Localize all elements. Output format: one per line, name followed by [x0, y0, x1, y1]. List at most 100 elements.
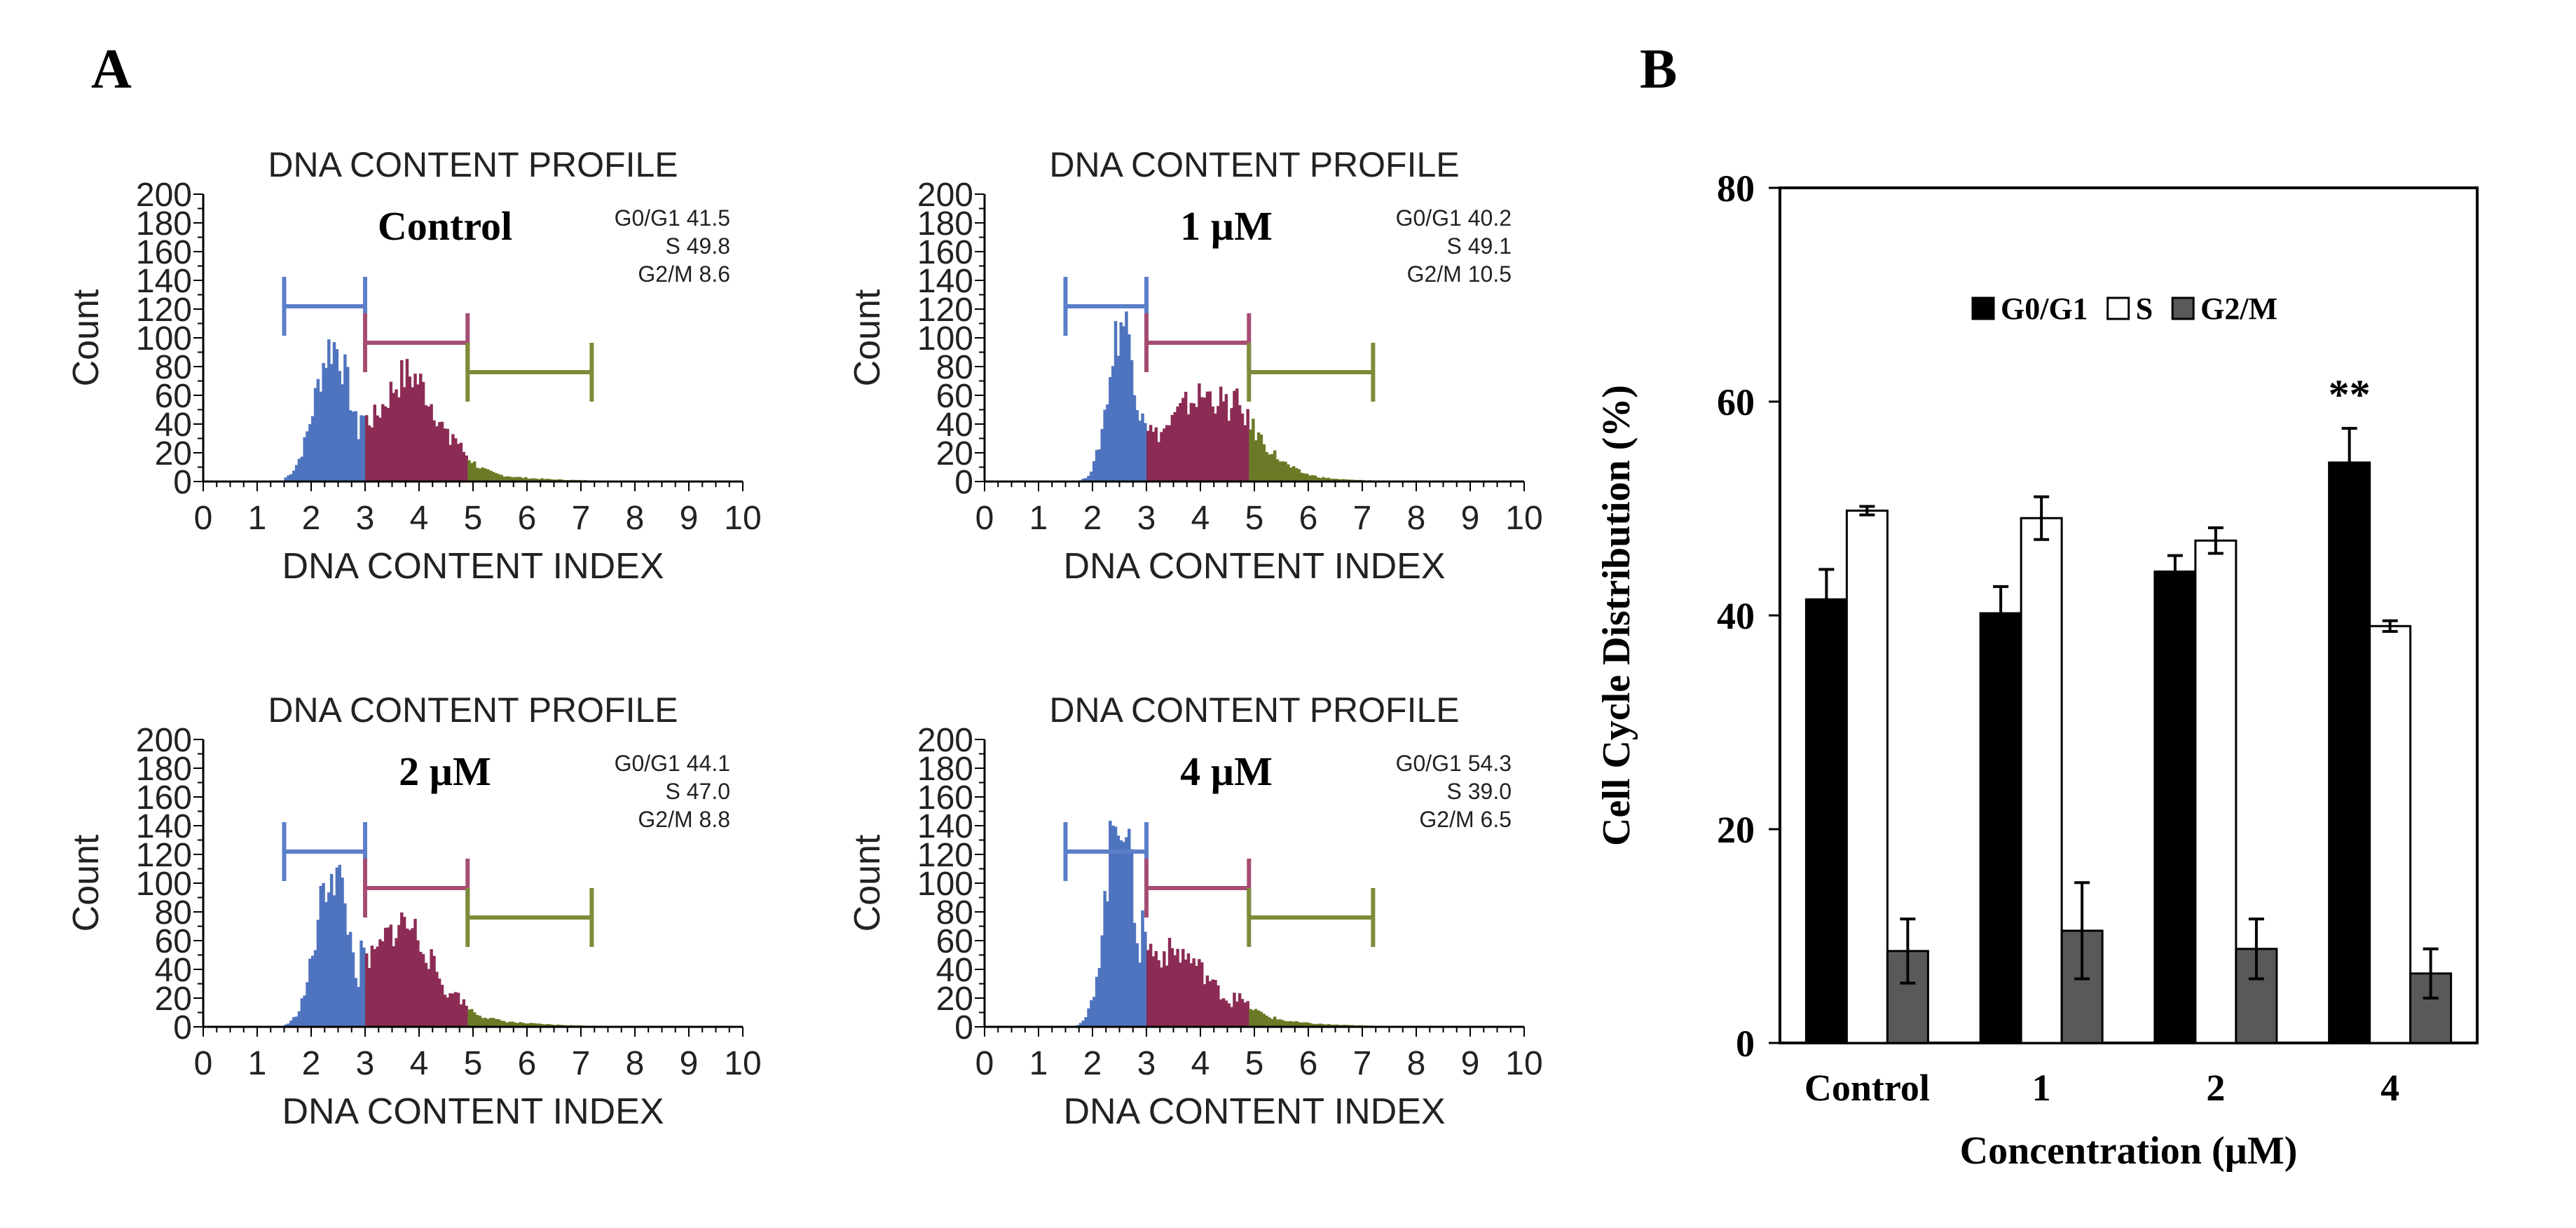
histogram-bin — [1125, 311, 1128, 482]
histogram-bin — [532, 1023, 536, 1027]
histogram-bin — [408, 929, 412, 1027]
y-tick-label: 60 — [155, 923, 192, 960]
histogram-bin — [1128, 828, 1131, 1027]
histogram-title: DNA CONTENT PROFILE — [1049, 145, 1459, 184]
histogram-bin — [376, 946, 379, 1027]
histogram-bin — [427, 969, 430, 1027]
histogram-bin — [1252, 1010, 1255, 1027]
histogram-bin — [287, 1023, 290, 1027]
legend-label: G2/M — [2200, 292, 2277, 326]
histogram-bin — [1273, 450, 1277, 482]
x-tick-label: 4 — [410, 500, 429, 537]
x-tick-label: 8 — [626, 1045, 645, 1082]
histogram-bin — [459, 442, 463, 482]
histogram-bin — [1310, 475, 1315, 482]
histogram-bin — [1211, 407, 1214, 482]
histogram-bin — [381, 404, 385, 482]
histogram-bin — [1087, 475, 1090, 482]
histogram-bin — [1103, 409, 1107, 482]
histogram-bin — [1144, 932, 1147, 1027]
y-tick-label: 140 — [136, 263, 192, 300]
histogram-bin — [311, 416, 315, 482]
histogram-bin — [373, 949, 376, 1027]
y-tick-label: 200 — [136, 177, 192, 214]
histogram-bin — [1122, 842, 1125, 1027]
histogram-bin — [359, 415, 363, 482]
histogram-bin — [1130, 360, 1134, 482]
y-tick-label: 80 — [936, 349, 973, 386]
x-tick-label: 10 — [1505, 1045, 1542, 1082]
histogram-bin — [559, 479, 563, 482]
x-tick-label: 3 — [356, 500, 375, 537]
histogram-bin — [519, 1022, 522, 1027]
histogram-bin — [1322, 1024, 1325, 1027]
histogram-bin — [413, 374, 417, 482]
x-tick-label: 7 — [572, 500, 591, 537]
histogram-bin — [1200, 962, 1204, 1027]
histogram-bin — [411, 928, 414, 1027]
histogram-bin — [1154, 427, 1158, 482]
legend-swatch — [2106, 296, 2130, 320]
histogram-bin — [473, 461, 477, 482]
histogram-bin — [1289, 468, 1293, 482]
phase-stat: G0/G1 40.2 — [1396, 205, 1512, 231]
histogram-bin — [1214, 980, 1217, 1027]
histogram-bin — [395, 938, 398, 1027]
histogram-bin — [1284, 1021, 1287, 1027]
histogram-bin — [510, 1021, 514, 1027]
histogram-bin — [402, 387, 406, 482]
histogram-bin — [1259, 434, 1263, 482]
y-tick-label: 40 — [155, 407, 192, 444]
histogram-bin — [454, 438, 458, 482]
histogram-bin — [1308, 1023, 1312, 1027]
histogram-bin — [1149, 425, 1153, 482]
x-tick-label: 2 — [1083, 1045, 1102, 1082]
x-tick-label: 5 — [1245, 500, 1264, 537]
histogram-bin — [508, 1021, 512, 1027]
histogram-bin — [297, 1011, 301, 1027]
histogram-bin — [489, 470, 493, 482]
x-axis-label: DNA CONTENT INDEX — [1063, 546, 1445, 587]
x-tick-label: 2 — [302, 500, 321, 537]
histogram-bin — [521, 477, 525, 482]
y-axis-label: Count — [847, 834, 888, 932]
histogram-bin — [1116, 355, 1121, 482]
histogram-bin — [397, 925, 401, 1027]
histogram-bin — [289, 1021, 293, 1027]
histogram-bin — [306, 982, 309, 1027]
x-axis-label: DNA CONTENT INDEX — [1063, 1091, 1445, 1132]
histogram-bin — [300, 456, 304, 482]
histogram-bin — [1246, 409, 1249, 482]
histogram-bin — [1287, 464, 1290, 482]
histogram-bin — [1200, 397, 1204, 482]
histogram-bin — [524, 1023, 528, 1027]
histogram-bin — [1130, 849, 1134, 1027]
histogram-bin — [1233, 390, 1236, 482]
histogram-bin — [551, 479, 555, 482]
y-tick-label: 20 — [936, 435, 973, 472]
histogram-panel-control: DNA CONTENT PROFILE020406080100120140160… — [66, 145, 762, 587]
phase-stat: G2/M 6.5 — [1419, 807, 1512, 832]
histogram-bin — [1219, 999, 1223, 1027]
x-tick-label: 8 — [1407, 500, 1426, 537]
y-axis-label: Count — [847, 289, 888, 386]
histogram-bin — [1327, 477, 1331, 482]
histogram-title: DNA CONTENT PROFILE — [268, 690, 678, 730]
histogram-panel-1um: DNA CONTENT PROFILE020406080100120140160… — [847, 145, 1543, 587]
histogram-bin — [446, 428, 449, 482]
y-tick-label: 100 — [917, 320, 973, 357]
histogram-bin — [1233, 992, 1236, 1027]
histogram-bin — [386, 408, 390, 482]
histogram-bin — [535, 478, 538, 482]
histogram-bin — [475, 468, 479, 482]
phase-stat: G0/G1 44.1 — [615, 751, 730, 776]
y-tick-label: 160 — [917, 234, 973, 271]
histogram-bin — [367, 425, 371, 482]
bar-chart-panel: 0 20 40 60 80 Control 1 2 4 ** G0/G1 S G2/M Concentra… — [1595, 168, 2479, 1173]
histogram-bin — [435, 426, 439, 482]
histogram-bin — [1230, 408, 1233, 482]
x-tick-label: 2 — [2206, 1067, 2225, 1109]
histogram-bin — [532, 478, 536, 482]
y-tick-label: 40 — [936, 952, 973, 989]
histogram-bin — [1186, 414, 1191, 482]
